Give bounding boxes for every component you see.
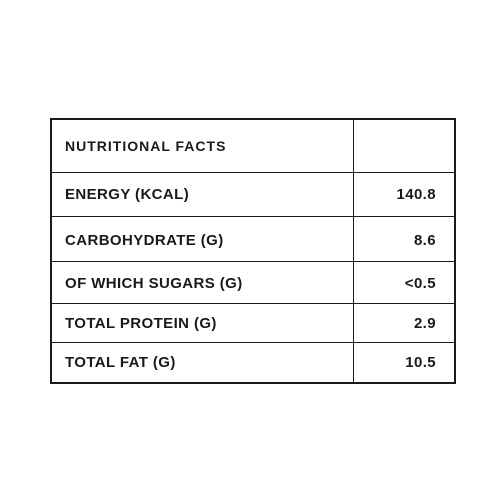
row-label: TOTAL PROTEIN (G) bbox=[65, 315, 217, 332]
row-value: 8.6 bbox=[413, 232, 436, 249]
row-label: ENERGY (KCAL) bbox=[65, 186, 190, 203]
row-divider bbox=[52, 216, 454, 217]
row-value: 140.8 bbox=[396, 186, 436, 203]
row-label: CARBOHYDRATE (G) bbox=[65, 232, 224, 249]
row-divider bbox=[52, 261, 454, 262]
row-divider bbox=[52, 303, 454, 304]
row-value: 10.5 bbox=[405, 354, 436, 371]
row-label: OF WHICH SUGARS (G) bbox=[65, 275, 243, 292]
nutrition-table: NUTRITIONAL FACTS ENERGY (KCAL) 140.8 CA… bbox=[50, 118, 456, 384]
row-divider bbox=[52, 172, 454, 173]
row-value: <0.5 bbox=[404, 275, 436, 292]
table-header: NUTRITIONAL FACTS bbox=[65, 138, 227, 154]
column-divider bbox=[353, 120, 354, 382]
row-label: TOTAL FAT (G) bbox=[65, 354, 176, 371]
row-value: 2.9 bbox=[413, 315, 436, 332]
row-divider bbox=[52, 342, 454, 343]
